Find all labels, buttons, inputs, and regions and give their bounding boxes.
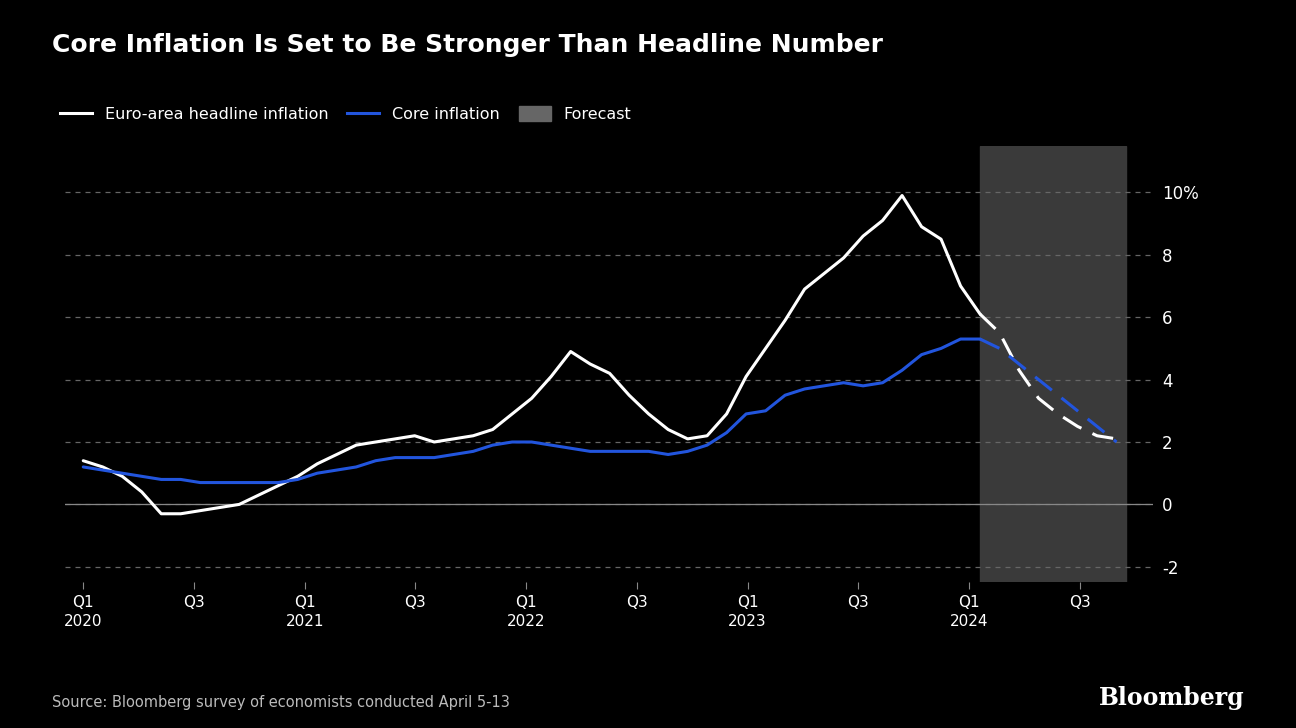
- Text: 2022: 2022: [507, 614, 546, 628]
- Text: Source: Bloomberg survey of economists conducted April 5-13: Source: Bloomberg survey of economists c…: [52, 695, 509, 710]
- Text: Bloomberg: Bloomberg: [1099, 686, 1244, 710]
- Text: 2020: 2020: [64, 614, 102, 628]
- Text: Core Inflation Is Set to Be Stronger Than Headline Number: Core Inflation Is Set to Be Stronger Tha…: [52, 33, 883, 57]
- Text: 2021: 2021: [285, 614, 324, 628]
- Legend: Euro-area headline inflation, Core inflation, Forecast: Euro-area headline inflation, Core infla…: [60, 106, 631, 122]
- Text: 2024: 2024: [950, 614, 988, 628]
- Text: 2023: 2023: [728, 614, 767, 628]
- Bar: [980, 146, 1126, 582]
